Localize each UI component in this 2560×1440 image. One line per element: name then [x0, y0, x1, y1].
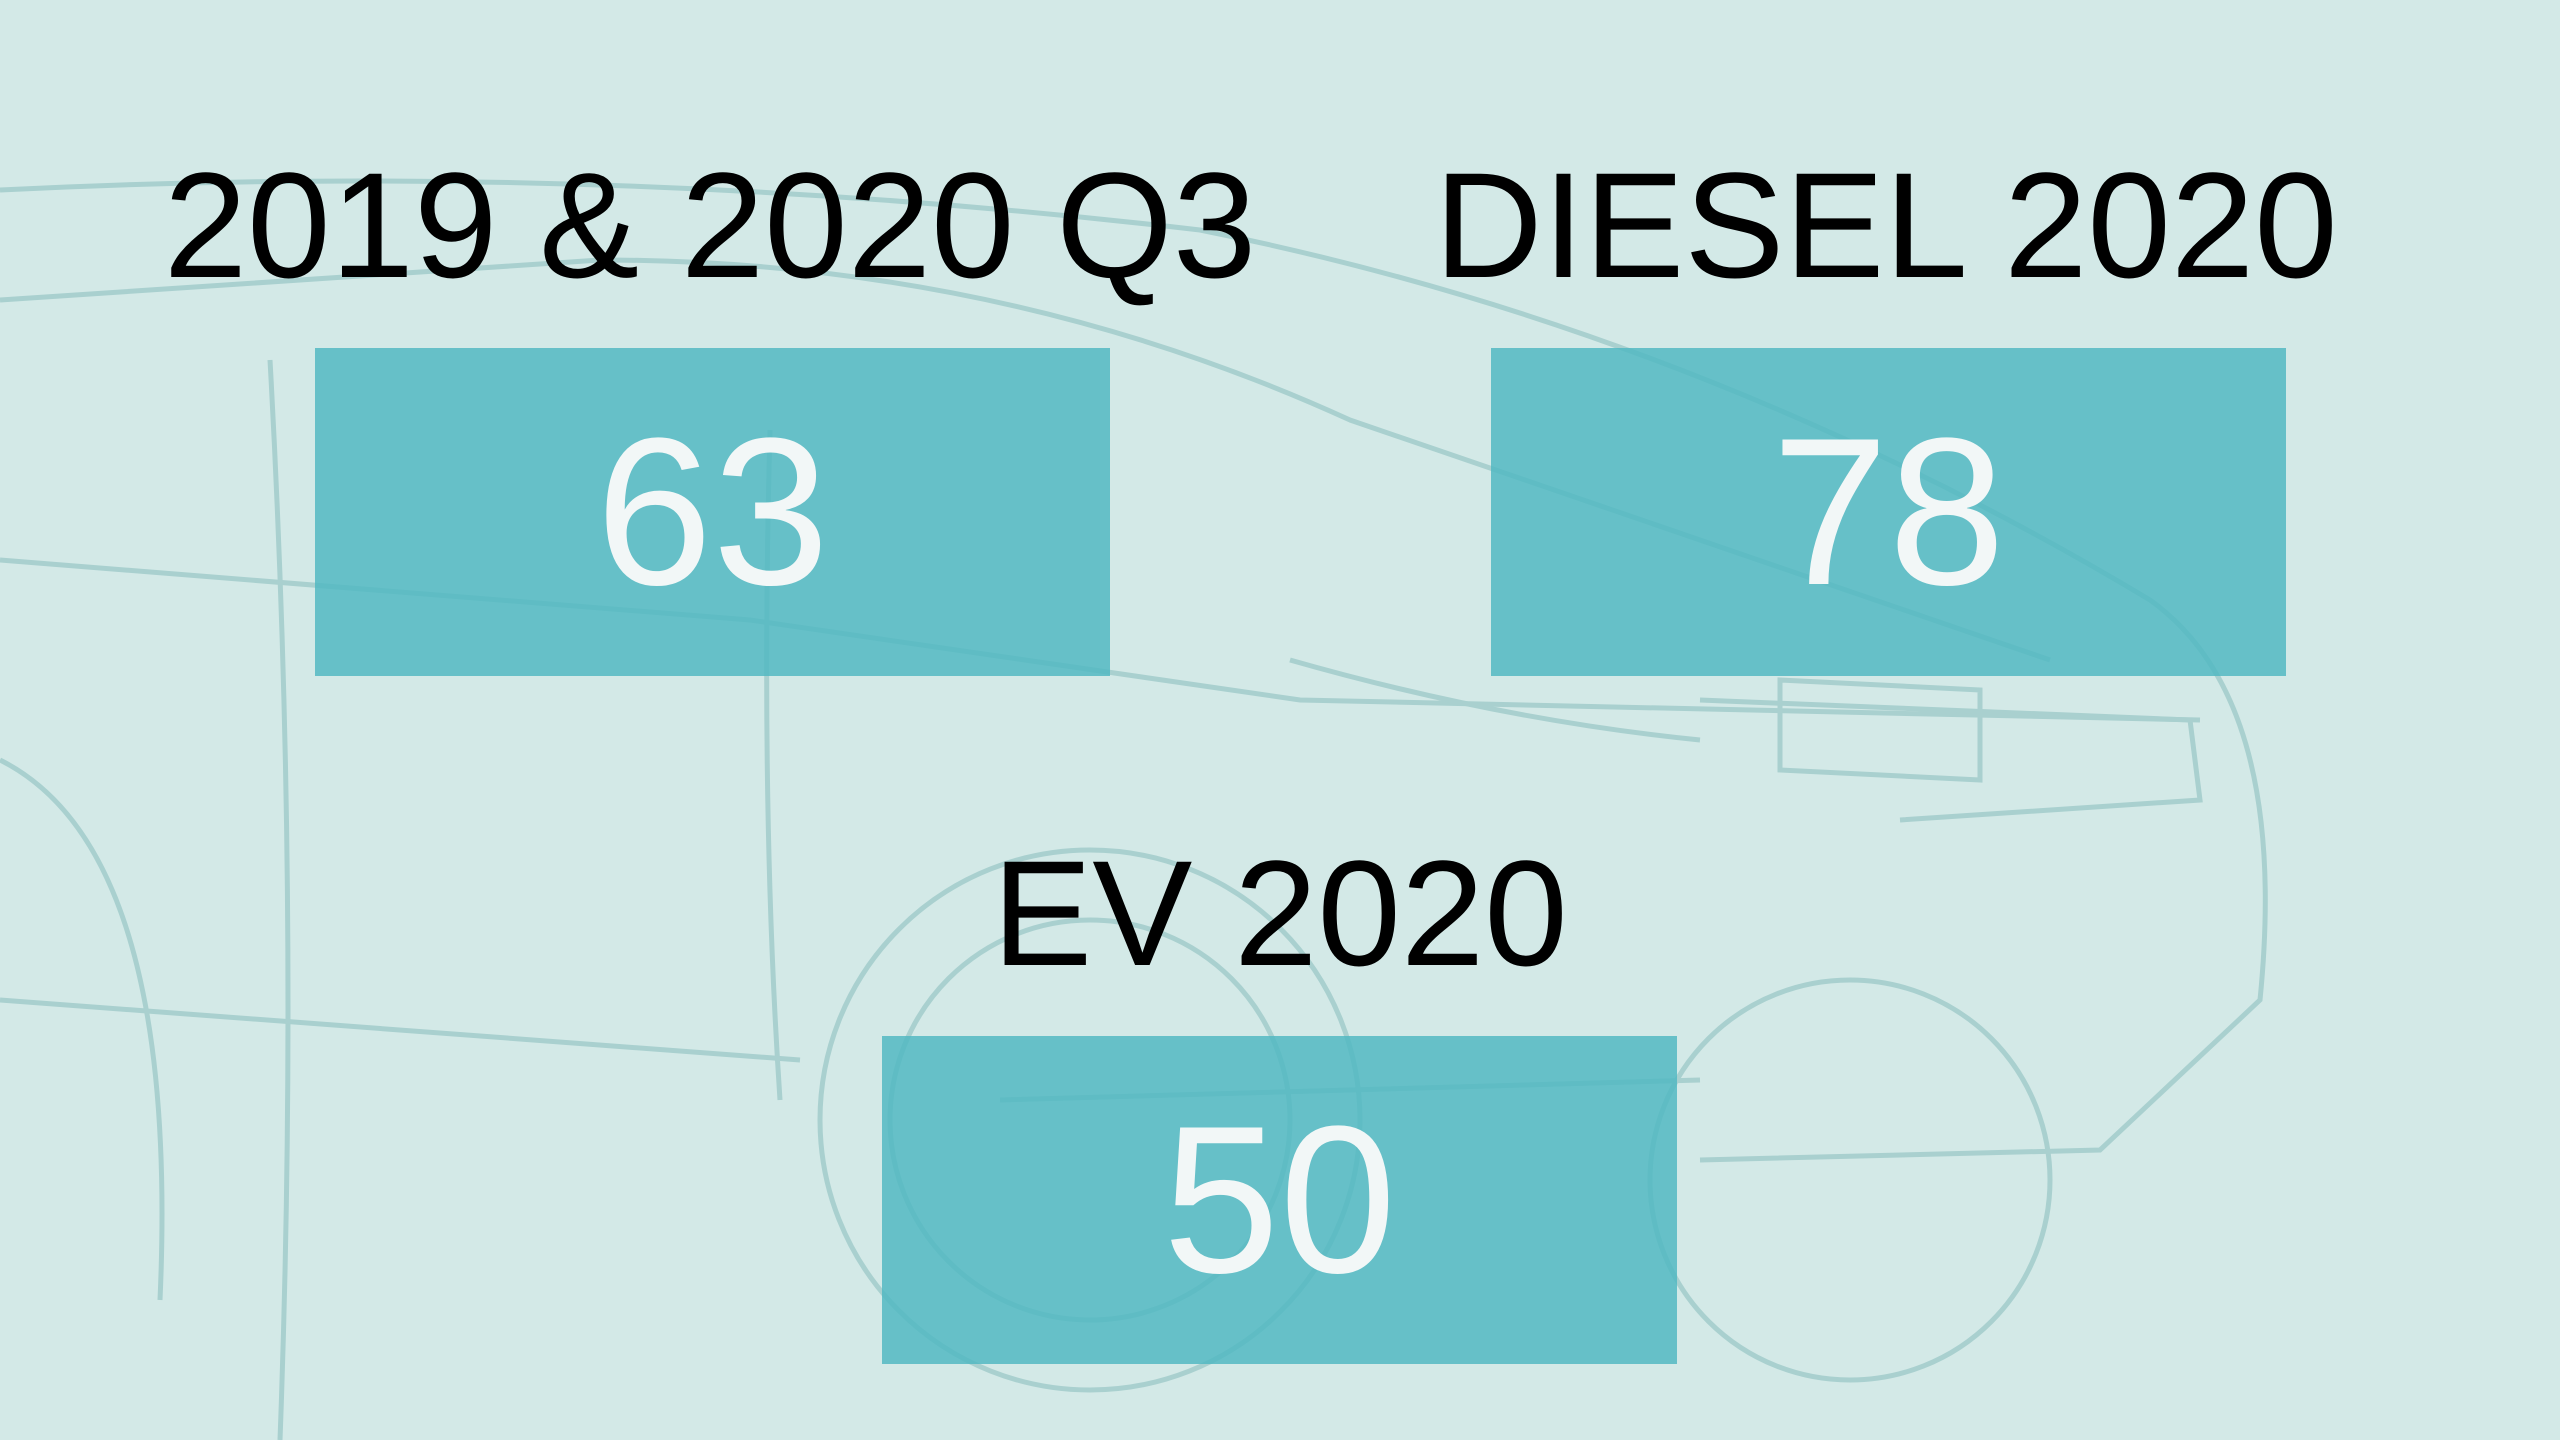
value-box: 50 — [882, 1036, 1677, 1364]
panel-label: 2019 & 2020 Q3 — [160, 150, 1260, 300]
panel-label: EV 2020 — [730, 838, 1830, 988]
value-text: 50 — [1163, 1095, 1397, 1305]
value-text: 78 — [1772, 407, 2006, 617]
value-box: 78 — [1491, 348, 2286, 676]
value-text: 63 — [596, 407, 830, 617]
slide: 2019 & 2020 Q3 63 DIESEL 2020 78 EV 2020… — [0, 0, 2560, 1440]
value-box: 63 — [315, 348, 1110, 676]
panel-label: DIESEL 2020 — [1336, 150, 2436, 300]
